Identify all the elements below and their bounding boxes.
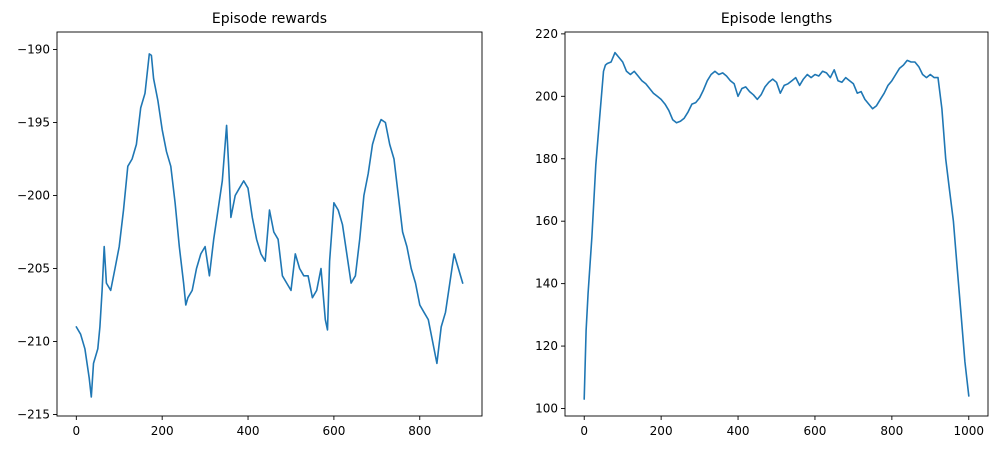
lengths-y-tick-label: 160 — [535, 214, 558, 228]
lengths-plot-frame — [564, 31, 989, 417]
rewards-y-tick-label: −210 — [17, 335, 50, 349]
rewards-x-tick-label: 0 — [72, 424, 80, 438]
lengths-y-tick-label: 140 — [535, 277, 558, 291]
lengths-title: Episode lengths — [721, 11, 832, 27]
lengths-x-tick-label: 0 — [580, 424, 588, 438]
rewards-y-axis: −215 −210 −205 −200 −195 −190 — [17, 43, 57, 422]
lengths-series — [583, 51, 970, 400]
rewards-x-axis: 0 200 400 600 800 — [72, 416, 431, 438]
rewards-y-tick-label: −195 — [17, 116, 50, 130]
rewards-x-tick-label: 800 — [408, 424, 431, 438]
lengths-y-tick-label: 220 — [535, 27, 558, 41]
rewards-x-tick-label: 200 — [151, 424, 174, 438]
lengths-y-tick-label: 120 — [535, 339, 558, 353]
rewards-x-tick-label: 600 — [322, 424, 345, 438]
lengths-x-tick-label: 400 — [727, 424, 750, 438]
rewards-y-tick-label: −205 — [17, 262, 50, 276]
rewards-y-tick-label: −190 — [17, 43, 50, 57]
rewards-x-tick-label: 400 — [237, 424, 260, 438]
rewards-y-tick-label: −200 — [17, 189, 50, 203]
lengths-y-tick-label: 200 — [535, 89, 558, 103]
rewards-panel: Episode rewards 0 200 400 600 800 −215−210−2… — [17, 11, 483, 438]
lengths-x-axis: 0 200 400 600 800 1000 — [580, 416, 984, 438]
rewards-title: Episode rewards — [212, 11, 327, 27]
lengths-y-axis: 100 120 140 160 180 200 220 — [535, 27, 565, 416]
lengths-x-tick-label: 200 — [650, 424, 673, 438]
rewards-plot-frame — [56, 31, 483, 417]
rewards-series-line-0 — [75, 53, 464, 398]
rewards-series — [75, 53, 464, 398]
lengths-x-tick-label: 600 — [804, 424, 827, 438]
lengths-series-line-0 — [583, 51, 970, 400]
lengths-y-tick-label: 180 — [535, 152, 558, 166]
lengths-x-tick-label: 1000 — [953, 424, 984, 438]
lengths-panel: Episode lengths 0 200 400 600 800 1000 100 120… — [535, 11, 989, 438]
lengths-y-tick-label: 100 — [535, 402, 558, 416]
rewards-y-tick-label: −215 — [17, 408, 50, 422]
lengths-x-tick-label: 800 — [880, 424, 903, 438]
